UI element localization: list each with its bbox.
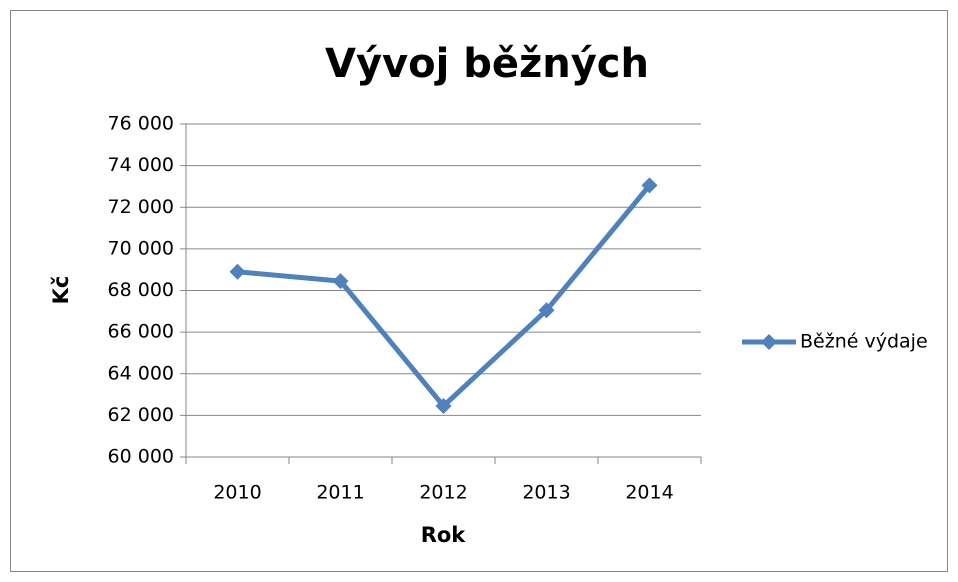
legend-label: Běžné výdaje	[800, 331, 928, 353]
x-tick-label: 2010	[213, 482, 261, 504]
x-axis-label: Rok	[421, 523, 467, 547]
point-marker	[332, 273, 349, 290]
y-tick-label: 70 000	[108, 237, 174, 259]
y-tick-label: 76 000	[108, 113, 174, 135]
x-tick-label: 2012	[419, 482, 467, 504]
y-tick-label: 64 000	[108, 362, 174, 384]
point-marker	[538, 302, 555, 319]
x-tick-label: 2011	[316, 482, 364, 504]
y-tick-label: 60 000	[108, 446, 174, 468]
y-tick-label: 62 000	[108, 404, 174, 426]
x-tick-label: 2013	[522, 482, 570, 504]
point-marker	[229, 263, 246, 280]
y-axis-label: Kč	[49, 276, 73, 305]
legend-marker	[761, 334, 777, 350]
y-tick-label: 72 000	[108, 196, 174, 218]
y-tick-label: 68 000	[108, 279, 174, 301]
chart-title: Vývoj běžných	[325, 41, 649, 87]
x-tick-label: 2014	[625, 482, 673, 504]
point-marker	[641, 177, 658, 194]
y-tick-label: 66 000	[108, 321, 174, 343]
point-marker	[435, 398, 452, 415]
y-tick-label: 74 000	[108, 154, 174, 176]
